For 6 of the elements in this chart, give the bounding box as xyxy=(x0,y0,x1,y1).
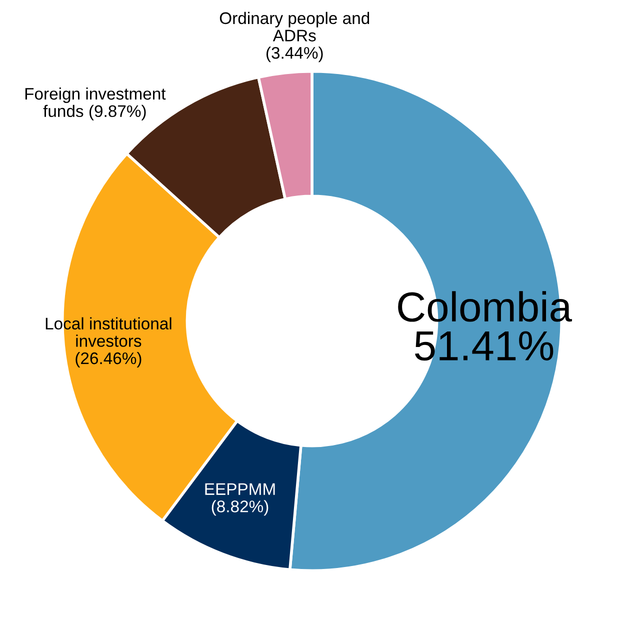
data-label: (3.44%) xyxy=(266,46,323,62)
slice-label: Ordinary people and ADRs xyxy=(220,12,370,42)
slice-label: EEPPMM xyxy=(205,483,275,495)
data-label: (8.82%) xyxy=(212,500,268,516)
data-label: (26.46%) xyxy=(76,352,142,368)
slice-label: Foreign investment funds (9.87%) xyxy=(25,87,166,120)
